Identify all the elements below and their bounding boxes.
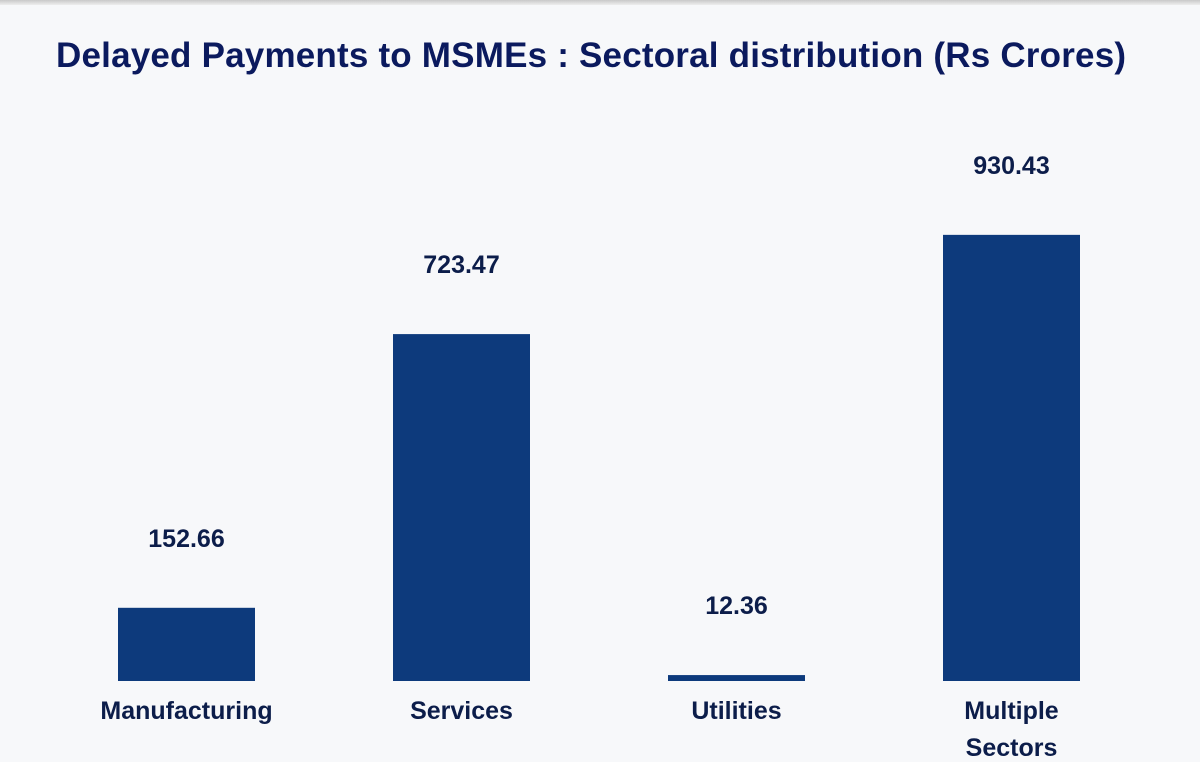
value-label-multiple-sectors: 930.43 xyxy=(973,152,1049,180)
bar-services xyxy=(393,334,530,681)
category-label-line: Manufacturing xyxy=(100,697,272,725)
value-label-utilities: 12.36 xyxy=(705,592,768,620)
category-label-manufacturing: Manufacturing xyxy=(100,697,272,725)
category-label-line: Multiple xyxy=(964,697,1059,725)
bar-utilities xyxy=(668,675,805,681)
bar-multiple-sectors xyxy=(943,234,1080,681)
category-label-services: Services xyxy=(410,697,513,725)
category-label-line: Sectors xyxy=(966,734,1058,762)
top-edge xyxy=(0,0,1200,5)
value-label-manufacturing: 152.66 xyxy=(148,525,224,553)
category-label-line: Services xyxy=(410,697,513,725)
value-label-services: 723.47 xyxy=(423,251,499,279)
category-label-utilities: Utilities xyxy=(691,697,781,725)
category-label-multiple-sectors: Multiple Sectors xyxy=(964,697,1059,762)
category-label-line: Utilities xyxy=(691,697,781,725)
chart-title: Delayed Payments to MSMEs : Sectoral dis… xyxy=(56,36,1127,75)
bar-manufacturing xyxy=(118,607,255,681)
